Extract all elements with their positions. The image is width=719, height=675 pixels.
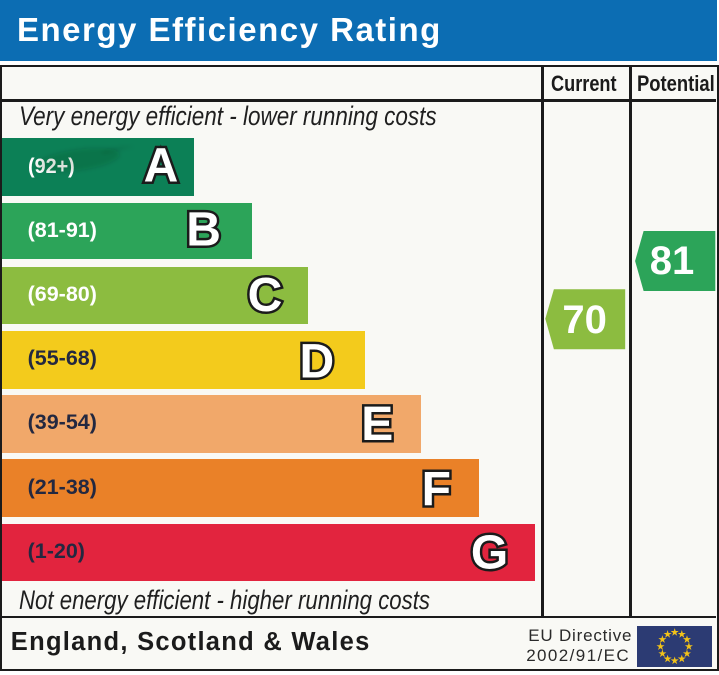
svg-text:D: D	[299, 335, 334, 388]
svg-text:B: B	[186, 203, 221, 256]
svg-text:81: 81	[650, 239, 695, 283]
svg-text:70: 70	[562, 298, 607, 342]
svg-text:F: F	[422, 463, 451, 516]
svg-text:G: G	[471, 526, 508, 579]
svg-text:C: C	[248, 269, 283, 322]
svg-text:E: E	[361, 398, 393, 451]
svg-text:A: A	[144, 139, 179, 192]
